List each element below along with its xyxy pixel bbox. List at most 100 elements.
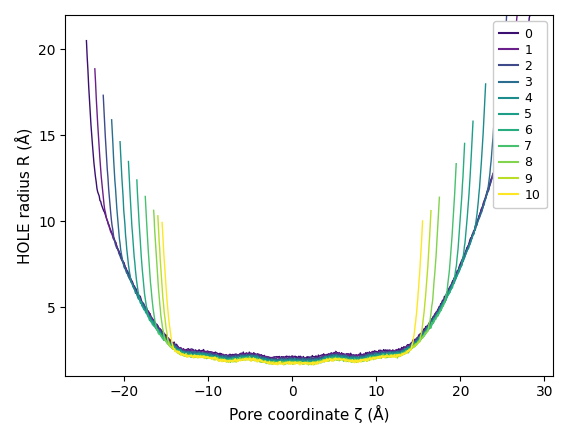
3 bbox=[495, 42, 502, 47]
9 bbox=[203, 355, 209, 360]
7 bbox=[350, 358, 357, 364]
2 bbox=[404, 345, 411, 350]
3 bbox=[269, 359, 276, 364]
6 bbox=[305, 362, 312, 367]
4 bbox=[393, 351, 399, 356]
4 bbox=[271, 360, 278, 365]
1 bbox=[200, 349, 207, 354]
4 bbox=[283, 357, 290, 363]
5 bbox=[469, 119, 476, 124]
4 bbox=[333, 352, 340, 357]
Line: 5: 5 bbox=[129, 121, 473, 363]
0 bbox=[299, 357, 306, 362]
Line: 7: 7 bbox=[145, 164, 456, 364]
0 bbox=[163, 334, 170, 339]
8 bbox=[201, 355, 208, 360]
1 bbox=[307, 357, 314, 362]
1 bbox=[92, 66, 98, 71]
9 bbox=[311, 362, 318, 367]
1 bbox=[376, 350, 382, 355]
0 bbox=[422, 324, 429, 329]
8 bbox=[436, 194, 443, 200]
2 bbox=[306, 358, 313, 363]
5 bbox=[329, 355, 336, 360]
3 bbox=[176, 348, 183, 353]
9 bbox=[316, 360, 323, 365]
9 bbox=[361, 357, 368, 363]
0 bbox=[384, 347, 391, 353]
7 bbox=[325, 357, 332, 362]
8 bbox=[224, 358, 230, 363]
6 bbox=[353, 358, 360, 364]
6 bbox=[381, 354, 387, 360]
6 bbox=[218, 356, 225, 361]
5 bbox=[281, 358, 288, 364]
Line: 2: 2 bbox=[103, 15, 506, 360]
8 bbox=[279, 359, 286, 364]
6 bbox=[134, 177, 141, 183]
7 bbox=[197, 353, 204, 359]
4 bbox=[182, 349, 188, 354]
6 bbox=[282, 359, 288, 364]
Line: 6: 6 bbox=[137, 143, 465, 364]
3 bbox=[400, 347, 407, 353]
0 bbox=[83, 38, 90, 43]
7 bbox=[142, 194, 149, 199]
Line: 3: 3 bbox=[112, 44, 498, 361]
9 bbox=[154, 213, 161, 219]
7 bbox=[305, 362, 312, 367]
0 bbox=[286, 354, 293, 359]
X-axis label: Pore coordinate ζ (Å): Pore coordinate ζ (Å) bbox=[229, 405, 389, 423]
9 bbox=[337, 357, 344, 363]
3 bbox=[337, 353, 344, 359]
2 bbox=[100, 93, 106, 98]
5 bbox=[213, 355, 220, 360]
8 bbox=[150, 208, 157, 213]
2 bbox=[204, 351, 211, 357]
2 bbox=[503, 12, 510, 18]
1 bbox=[411, 337, 418, 343]
1 bbox=[342, 353, 349, 359]
2 bbox=[370, 351, 377, 356]
9 bbox=[278, 360, 285, 366]
7 bbox=[377, 354, 384, 360]
2 bbox=[282, 357, 289, 362]
10 bbox=[333, 357, 340, 362]
Line: 8: 8 bbox=[154, 197, 439, 365]
10 bbox=[205, 355, 212, 360]
1 bbox=[167, 339, 174, 344]
4 bbox=[117, 139, 123, 145]
5 bbox=[316, 360, 323, 365]
4 bbox=[361, 356, 368, 361]
3 bbox=[208, 352, 215, 357]
7 bbox=[222, 358, 229, 363]
2 bbox=[338, 353, 345, 358]
4 bbox=[211, 354, 217, 359]
1 bbox=[516, 12, 523, 18]
9 bbox=[225, 359, 232, 364]
5 bbox=[186, 353, 193, 358]
8 bbox=[319, 358, 326, 364]
Line: 10: 10 bbox=[162, 221, 423, 365]
3 bbox=[367, 353, 374, 358]
0 bbox=[349, 353, 356, 358]
Line: 4: 4 bbox=[120, 84, 485, 362]
9 bbox=[427, 208, 434, 213]
8 bbox=[366, 356, 373, 361]
Line: 0: 0 bbox=[86, 15, 536, 359]
10 bbox=[296, 362, 303, 367]
7 bbox=[283, 359, 290, 364]
5 bbox=[125, 159, 132, 164]
3 bbox=[108, 117, 115, 122]
3 bbox=[284, 357, 291, 362]
6 bbox=[461, 141, 468, 146]
Legend: 0, 1, 2, 3, 4, 5, 6, 7, 8, 9, 10: 0, 1, 2, 3, 4, 5, 6, 7, 8, 9, 10 bbox=[493, 21, 547, 208]
10 bbox=[277, 361, 283, 366]
6 bbox=[191, 352, 198, 357]
10 bbox=[312, 360, 319, 365]
Line: 1: 1 bbox=[95, 15, 519, 360]
10 bbox=[355, 358, 362, 364]
Line: 9: 9 bbox=[158, 211, 431, 365]
4 bbox=[482, 81, 489, 87]
10 bbox=[159, 220, 166, 225]
